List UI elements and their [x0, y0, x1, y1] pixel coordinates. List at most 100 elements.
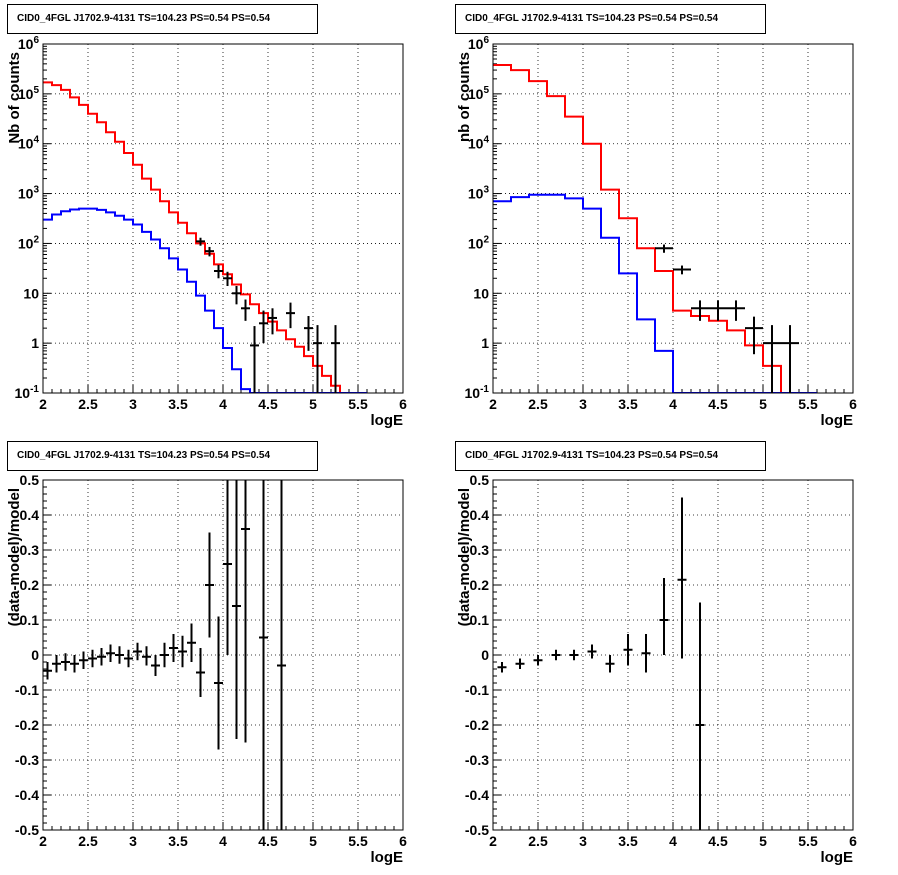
- y-tick-label: 0.4: [470, 507, 490, 523]
- y-tick-label: -0.4: [15, 787, 39, 803]
- chart-title-bottom-left: CID0_4FGL J1702.9-4131 TS=104.23 PS=0.54…: [7, 441, 318, 471]
- histogram-series-1: [43, 207, 367, 393]
- x-tick-label: 2: [39, 396, 47, 412]
- y-axis-label: (data-model)/model: [456, 488, 473, 626]
- x-tick-label: 2: [39, 833, 47, 849]
- y-axis-label: Nb of counts: [6, 52, 23, 144]
- y-tick-label: 102: [18, 234, 40, 251]
- data-point: [623, 634, 633, 666]
- x-tick-label: 4: [219, 396, 227, 412]
- chart-title-top-left: CID0_4FGL J1702.9-4131 TS=104.23 PS=0.54…: [7, 4, 318, 34]
- data-point: [160, 642, 169, 668]
- y-tick-label: -0.5: [465, 822, 489, 838]
- data-point: [605, 655, 615, 673]
- data-point: [178, 635, 187, 668]
- data-point: [70, 655, 79, 673]
- x-tick-label: 4: [669, 396, 677, 412]
- data-point: [259, 480, 268, 830]
- data-point: [133, 642, 142, 661]
- x-tick-label: 2: [489, 833, 497, 849]
- data-point: [205, 246, 214, 257]
- chart-panel-2: 2 2.5 3 3.5 4 4.5 5 5.5 6 -0.5 -0.4 -0.3 -0.2 -0.1 0 0.…: [6, 472, 407, 866]
- y-tick-label: 0.5: [470, 472, 490, 488]
- data-point: [115, 646, 124, 664]
- y-tick-label: -0.1: [465, 682, 489, 698]
- y-tick-label: 105: [18, 85, 40, 102]
- data-point: [515, 658, 525, 669]
- data-point: [88, 649, 97, 668]
- data-point: [43, 662, 52, 680]
- chart-title-bottom-right: CID0_4FGL J1702.9-4131 TS=104.23 PS=0.54…: [455, 441, 766, 471]
- x-tick-label: 3.5: [168, 833, 188, 849]
- data-point: [187, 623, 196, 662]
- y-tick-label: -0.3: [465, 752, 489, 768]
- data-point: [641, 634, 651, 673]
- data-point: [497, 662, 507, 673]
- x-tick-label: 4: [669, 833, 677, 849]
- data-point: [677, 497, 687, 659]
- y-tick-label: -0.1: [15, 682, 39, 698]
- data-point: [52, 655, 61, 673]
- y-tick-label: 105: [468, 85, 490, 102]
- data-point: [124, 649, 133, 668]
- x-tick-label: 2.5: [78, 396, 98, 412]
- axis-ticks: [492, 479, 854, 831]
- y-tick-label: 0.3: [470, 542, 490, 558]
- y-tick-label: -0.5: [15, 822, 39, 838]
- y-tick-label: 0: [31, 647, 39, 663]
- x-axis-label: logE: [821, 849, 854, 866]
- data-point: [214, 264, 223, 279]
- x-tick-label: 2: [489, 396, 497, 412]
- data-points: [655, 244, 799, 393]
- data-point: [313, 325, 322, 393]
- y-tick-label: 104: [468, 135, 490, 152]
- x-tick-label: 5.5: [348, 833, 368, 849]
- x-tick-label: 3: [579, 396, 587, 412]
- data-point: [151, 655, 160, 676]
- y-tick-label: 0.2: [470, 577, 490, 593]
- data-point: [241, 299, 250, 321]
- data-point: [727, 300, 745, 321]
- data-point: [695, 602, 705, 830]
- histogram-series-1: [493, 193, 817, 393]
- y-tick-label: -0.3: [15, 752, 39, 768]
- data-point: [223, 271, 232, 287]
- data-point: [587, 644, 597, 659]
- data-point: [142, 646, 151, 666]
- y-tick-label: 103: [468, 185, 490, 202]
- data-points: [43, 480, 286, 830]
- plot-frame: [42, 43, 404, 394]
- x-tick-label: 4.5: [258, 396, 278, 412]
- data-point: [196, 648, 205, 697]
- data-point: [673, 265, 691, 275]
- plot-frame: [492, 479, 854, 831]
- x-tick-label: 4: [219, 833, 227, 849]
- x-tick-label: 5: [759, 833, 767, 849]
- x-tick-label: 5: [759, 396, 767, 412]
- y-tick-label: 1: [481, 335, 489, 351]
- y-tick-label: 0.2: [20, 577, 40, 593]
- y-axis-label: (data-model)/model: [6, 488, 23, 626]
- x-tick-label: 2.5: [528, 396, 548, 412]
- y-tick-label: 0.3: [20, 542, 40, 558]
- x-tick-label: 3.5: [618, 833, 638, 849]
- x-tick-label: 6: [849, 833, 857, 849]
- data-point: [97, 648, 106, 666]
- x-axis-label: logE: [821, 412, 854, 429]
- x-axis-label: logE: [371, 412, 404, 429]
- data-point: [781, 325, 799, 393]
- chart-panel-0: 2 2.5 3 3.5 4 4.5 5 5.5 6 10-1 1 10 102 103 104 105 106 l…: [6, 35, 407, 429]
- data-point: [763, 325, 781, 393]
- data-point: [241, 480, 250, 743]
- data-point: [569, 649, 579, 661]
- x-tick-label: 5.5: [798, 833, 818, 849]
- y-tick-label: 106: [18, 35, 40, 52]
- data-point: [655, 244, 673, 253]
- y-tick-label: 0: [481, 647, 489, 663]
- y-axis-label: nb of counts: [456, 52, 473, 142]
- y-tick-label: 104: [18, 135, 40, 152]
- data-point: [304, 316, 313, 351]
- data-point: [232, 480, 241, 739]
- data-point: [106, 644, 115, 662]
